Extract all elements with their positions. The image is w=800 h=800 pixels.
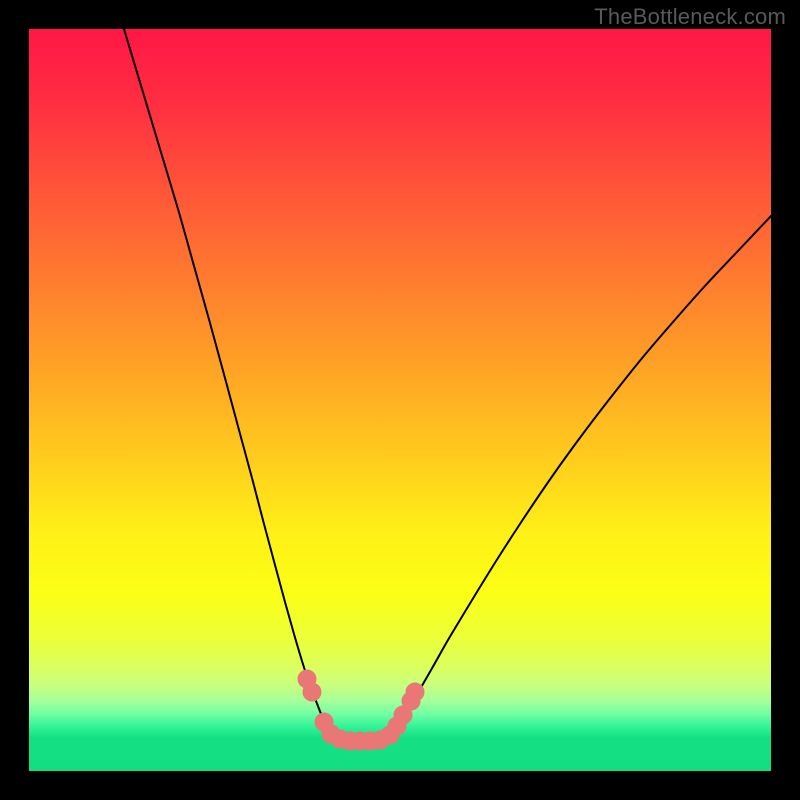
watermark-text: TheBottleneck.com: [594, 4, 786, 30]
marker-dot: [406, 683, 424, 701]
plot-area: [29, 29, 771, 771]
marker-dot: [303, 683, 321, 701]
plot-svg: [29, 29, 771, 771]
chart-frame: TheBottleneck.com: [0, 0, 800, 800]
background-gradient: [29, 29, 771, 771]
